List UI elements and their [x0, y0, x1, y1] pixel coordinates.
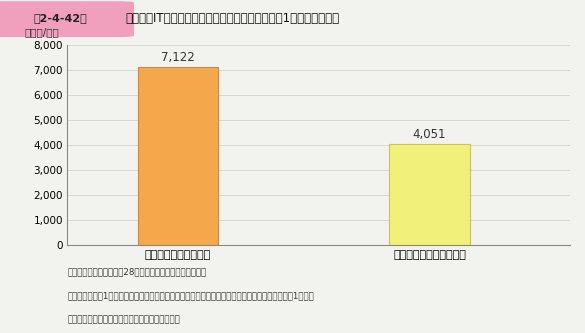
FancyBboxPatch shape	[0, 2, 133, 36]
Text: 4,051: 4,051	[413, 128, 446, 141]
Bar	[137, 67, 218, 245]
Text: 資料：経済産業省「平成28年情報処理実態調査」再編加工: 資料：経済産業省「平成28年情報処理実態調査」再編加工	[67, 267, 207, 276]
Text: （注）「従業員1名当たり売上高」として各区分の平均値を示している。ここでいう売上高とは、1年間の: （注）「従業員1名当たり売上高」として各区分の平均値を示している。ここでいう売上…	[67, 291, 314, 300]
Text: 総売上高（営業外収入は含まない）である。: 総売上高（営業外収入は含まない）である。	[67, 315, 180, 324]
Text: 「攻めのIT」の実施に向けた企業間連携と従業員1名当たり売上高: 「攻めのIT」の実施に向けた企業間連携と従業員1名当たり売上高	[126, 12, 340, 25]
Text: 7,122: 7,122	[161, 51, 195, 64]
Text: （万円/人）: （万円/人）	[25, 27, 59, 37]
Text: 第2-4-42図: 第2-4-42図	[33, 13, 87, 23]
Bar	[389, 144, 470, 245]
